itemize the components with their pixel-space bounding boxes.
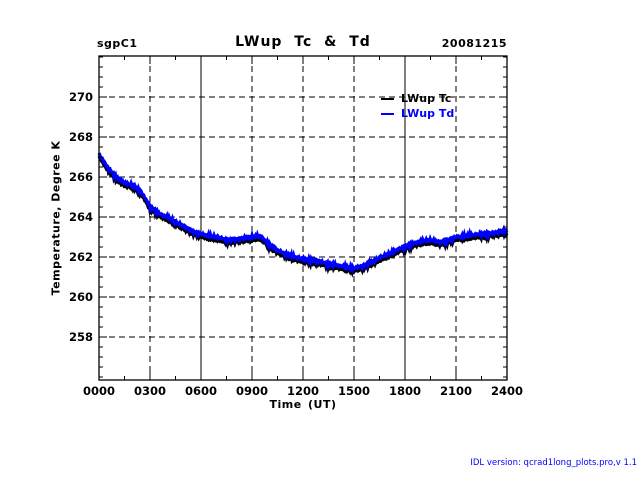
idl-version-line: IDL version: qcrad1long_plots.pro,v 1.1 (470, 458, 637, 469)
legend-label-tc: LWup Tc (401, 92, 452, 105)
footer-provenance: Wed Dec 17 08:17:46 2008 Battelle Pacifi… (4, 446, 313, 480)
tc-line-swatch-icon (381, 97, 394, 100)
legend-label-td: LWup Td (401, 107, 455, 120)
legend: LWup Tc LWup Td (381, 91, 454, 121)
td-line-swatch-icon (381, 112, 394, 115)
legend-row-td: LWup Td (381, 106, 454, 121)
x-tick-label: 0000 (83, 384, 115, 398)
date-label: 20081215 (441, 37, 507, 50)
x-tick-label: 2100 (440, 384, 472, 398)
y-axis-title: Temperature, Degree K (49, 140, 63, 296)
x-tick-label: 2400 (491, 384, 523, 398)
y-tick-label: 258 (69, 330, 93, 344)
x-tick-label: 0600 (185, 384, 217, 398)
x-tick-label: 0900 (236, 384, 268, 398)
x-axis-title: Time (UT) (269, 398, 337, 411)
y-tick-label: 270 (69, 90, 93, 104)
site-label: sgpC1 (97, 37, 138, 50)
y-tick-label: 260 (69, 290, 93, 304)
x-tick-label: 0300 (134, 384, 166, 398)
footer-version-info: IDL version: qcrad1long_plots.pro,v 1.1 … (409, 442, 637, 480)
y-tick-label: 262 (69, 250, 93, 264)
chart-title: LWup Tc & Td (235, 34, 371, 50)
legend-row-tc: LWup Tc (381, 91, 454, 106)
x-tick-label: 1800 (389, 384, 421, 398)
series-lwup-td (97, 152, 509, 275)
x-tick-label: 1500 (338, 384, 370, 398)
y-tick-label: 268 (69, 130, 93, 144)
y-tick-label: 266 (69, 170, 93, 184)
x-tick-label: 1200 (287, 384, 319, 398)
y-tick-label: 264 (69, 210, 93, 224)
